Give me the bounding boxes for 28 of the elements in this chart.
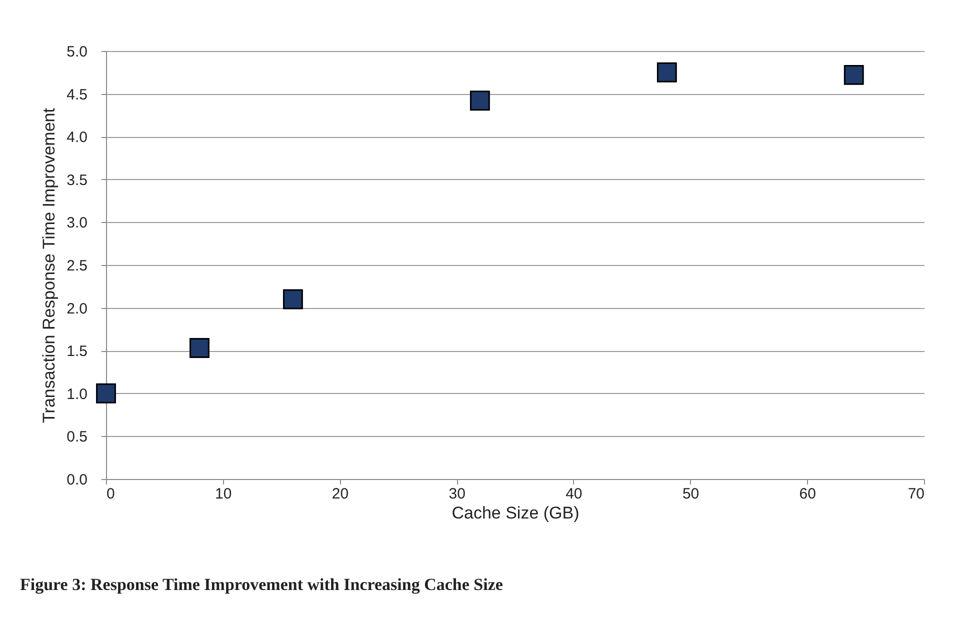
y-tick-label: 0.0 — [66, 472, 88, 488]
point — [470, 90, 490, 111]
y-tick-label: 1.0 — [66, 386, 88, 403]
point — [656, 62, 677, 82]
point — [283, 289, 303, 310]
y-tick-label: 3.5 — [66, 172, 88, 189]
y-tick-label: 1.5 — [66, 343, 88, 360]
x-axis-title: Cache Size (GB) — [452, 504, 580, 522]
x-tick-label: 10 — [215, 486, 232, 502]
point — [96, 383, 116, 404]
y-tick-label: 0.5 — [66, 428, 88, 446]
x-tick-label: 0 — [106, 486, 115, 502]
x-tick-label: 50 — [682, 486, 700, 502]
point — [844, 65, 864, 85]
y-tick-label: 4.5 — [66, 86, 88, 104]
y-tick-label: 3.0 — [66, 214, 88, 232]
caption: Figure 3: Response Time Improvement with Increasing Cache Size — [20, 575, 503, 595]
x-tick-label: 30 — [448, 486, 466, 502]
y-tick-label: 2.0 — [66, 300, 88, 318]
point — [190, 338, 210, 358]
x-tick-label: 40 — [566, 486, 582, 502]
x-tick-label: 60 — [799, 486, 816, 502]
y-tick-label: 4.0 — [66, 129, 88, 146]
y-axis-title: Transaction Response Time Improvement — [40, 108, 59, 423]
x-tick-label: 20 — [332, 486, 349, 502]
y-tick-label: 5.0 — [66, 44, 88, 60]
x-tick-label: 70 — [908, 486, 924, 502]
y-tick-label: 2.5 — [66, 258, 88, 274]
